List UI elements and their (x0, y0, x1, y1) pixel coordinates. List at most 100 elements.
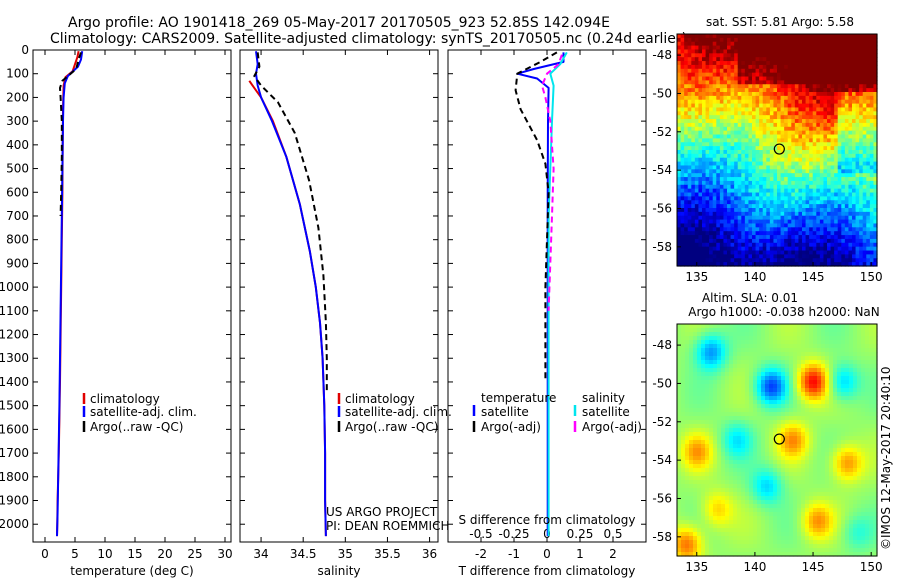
heatmap-cell (857, 428, 862, 433)
heatmap-cell (845, 100, 849, 104)
heatmap-cell (838, 142, 842, 146)
heatmap-cell (761, 384, 766, 389)
heatmap-cell (738, 77, 742, 81)
heatmap-cell (861, 392, 866, 397)
heatmap-cell (806, 200, 810, 204)
heatmap-cell (863, 34, 867, 38)
heatmap-cell (788, 80, 792, 84)
heatmap-cell (866, 73, 870, 77)
heatmap-cell (733, 360, 738, 365)
heatmap-cell (820, 231, 824, 235)
heatmap-cell (752, 65, 756, 69)
heatmap-cell (813, 340, 818, 345)
heatmap-cell (848, 235, 852, 239)
heatmap-cell (795, 88, 799, 92)
heatmap-cell (752, 173, 756, 177)
heatmap-cell (720, 196, 724, 200)
heatmap-cell (717, 404, 722, 409)
heatmap-cell (791, 243, 795, 247)
heatmap-cell (859, 61, 863, 65)
heatmap-cell (725, 328, 730, 333)
heatmap-cell (753, 404, 758, 409)
heatmap-cell (752, 243, 756, 247)
heatmap-cell (701, 372, 706, 377)
heatmap-cell (834, 138, 838, 142)
heatmap-cell (784, 196, 788, 200)
heatmap-cell (845, 127, 849, 131)
heatmap-cell (709, 77, 713, 81)
heatmap-cell (820, 223, 824, 227)
heatmap-cell (866, 38, 870, 42)
heatmap-cell (677, 104, 681, 108)
heatmap-cell (863, 196, 867, 200)
heatmap-cell (773, 251, 777, 255)
heatmap-cell (834, 177, 838, 181)
heatmap-cell (731, 169, 735, 173)
heatmap-cell (859, 227, 863, 231)
heatmap-cell (795, 127, 799, 131)
heatmap-cell (845, 344, 850, 349)
heatmap-cell (720, 104, 724, 108)
heatmap-cell (721, 400, 726, 405)
heatmap-cell (688, 88, 692, 92)
heatmap-cell (770, 42, 774, 46)
heatmap-cell (748, 169, 752, 173)
heatmap-cell (848, 223, 852, 227)
heatmap-cell (838, 119, 842, 123)
heatmap-cell (727, 189, 731, 193)
heatmap-cell (738, 223, 742, 227)
heatmap-cell (859, 208, 863, 212)
heatmap-cell (745, 243, 749, 247)
heatmap-cell (681, 360, 686, 365)
heatmap-cell (731, 200, 735, 204)
heatmap-cell (805, 424, 810, 429)
heatmap-cell (763, 138, 767, 142)
heatmap-cell (734, 173, 738, 177)
heatmap-cell (852, 185, 856, 189)
heatmap-cell (777, 196, 781, 200)
heatmap-cell (825, 336, 830, 341)
heatmap-cell (791, 251, 795, 255)
heatmap-cell (677, 200, 681, 204)
heatmap-cell (691, 135, 695, 139)
heatmap-cell (823, 119, 827, 123)
heatmap-cell (741, 150, 745, 154)
heatmap-cell (702, 165, 706, 169)
heatmap-cell (681, 356, 686, 361)
heatmap-cell (841, 65, 845, 69)
heatmap-cell (870, 34, 874, 38)
heatmap-cell (709, 84, 713, 88)
heatmap-cell (856, 177, 860, 181)
heatmap-cell (777, 223, 781, 227)
heatmap-cell (857, 400, 862, 405)
heatmap-cell (688, 142, 692, 146)
heatmap-cell (856, 251, 860, 255)
heatmap-cell (733, 324, 738, 329)
heatmap-cell (763, 258, 767, 262)
heatmap-cell (813, 189, 817, 193)
heatmap-cell (777, 231, 781, 235)
heatmap-cell (869, 352, 874, 357)
heatmap-cell (737, 328, 742, 333)
heatmap-cell (859, 258, 863, 262)
heatmap-cell (721, 388, 726, 393)
heatmap-cell (716, 100, 720, 104)
heatmap-cell (677, 332, 682, 337)
heatmap-cell (837, 324, 842, 329)
heatmap-cell (721, 344, 726, 349)
heatmap-cell (806, 138, 810, 142)
heatmap-cell (689, 400, 694, 405)
heatmap-cell (859, 146, 863, 150)
heatmap-cell (857, 384, 862, 389)
heatmap-cell (859, 196, 863, 200)
heatmap-cell (777, 247, 781, 251)
heatmap-cell (870, 223, 874, 227)
heatmap-cell (845, 104, 849, 108)
heatmap-cell (823, 216, 827, 220)
heatmap-cell (829, 388, 834, 393)
heatmap-cell (731, 212, 735, 216)
heatmap-cell (806, 177, 810, 181)
heatmap-cell (685, 412, 690, 417)
heatmap-cell (845, 135, 849, 139)
heatmap-cell (816, 135, 820, 139)
